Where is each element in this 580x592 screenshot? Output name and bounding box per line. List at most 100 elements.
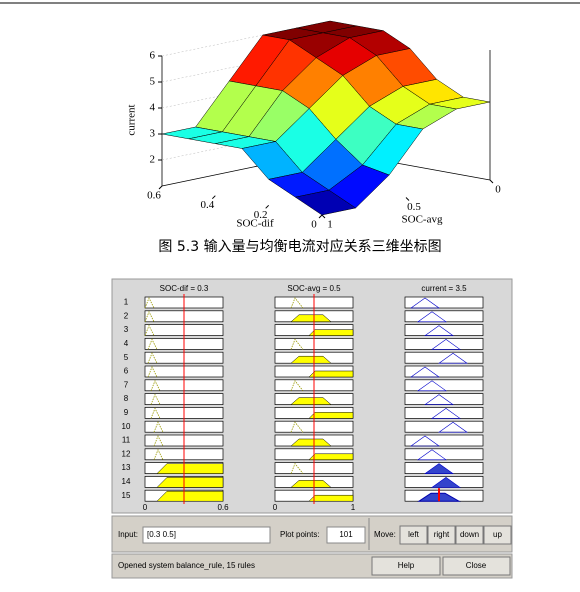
move-button-label: down — [460, 530, 479, 539]
membership-fill — [290, 480, 332, 488]
rule-number: 1 — [124, 298, 129, 307]
membership-shape — [431, 339, 461, 350]
rule-number: 2 — [124, 311, 129, 320]
membership-shape — [431, 477, 461, 488]
x-tick-label: 0.6 — [147, 190, 161, 202]
membership-shape — [424, 394, 454, 405]
rule-number: 7 — [124, 380, 129, 389]
help-label: Help — [398, 561, 415, 570]
membership-fill — [308, 494, 354, 502]
rule-number: 9 — [124, 408, 129, 417]
membership-shape — [417, 380, 447, 392]
move-button[interactable] — [455, 525, 484, 545]
input-field[interactable] — [142, 526, 271, 544]
surface-patch — [294, 189, 357, 216]
x-tick-label: 0 — [311, 219, 317, 231]
x-tick — [318, 214, 323, 219]
rule-cell — [404, 434, 484, 447]
x-tick-label: 0.2 — [254, 209, 268, 221]
y-tick — [489, 179, 494, 184]
membership-shape — [290, 297, 304, 309]
rule-cell — [404, 407, 484, 419]
rule-cell — [404, 351, 484, 364]
column-title: current = 3.5 — [421, 284, 467, 293]
x-tick — [265, 204, 270, 209]
rule-number: 15 — [122, 491, 131, 500]
membership-shape — [150, 379, 161, 391]
rule-cell — [404, 365, 484, 378]
help-button[interactable] — [371, 556, 441, 576]
move-button[interactable] — [399, 525, 428, 545]
input-value: [0.3 0.5] — [147, 530, 176, 539]
surface-plot: 2 3 4 5 6 0.6 0.4 0.2 0 0 0.5 1 — [147, 20, 501, 231]
move-button-label: right — [434, 530, 450, 539]
rule-number: 10 — [122, 422, 131, 431]
move-buttons: left right down up — [399, 525, 512, 545]
membership-shape — [147, 366, 158, 378]
z-axis-label: current — [126, 104, 138, 135]
rule-number: 4 — [124, 339, 129, 348]
membership-shape — [290, 380, 304, 392]
status-text: Opened system balance_rule, 15 rules — [118, 561, 255, 570]
membership-fill — [308, 370, 354, 378]
membership-shape — [410, 297, 440, 309]
rule-grid: SOC-dif = 0.3 SOC-avg = 0.5 current = 3.5 1… — [122, 284, 484, 512]
move-button[interactable] — [427, 525, 456, 545]
close-label: Close — [466, 561, 487, 570]
figure-caption: 图 5.3 输入量与均衡电流对应关系三维坐标图 — [158, 238, 441, 255]
rule-number: 6 — [124, 367, 129, 376]
y-tick-label: 0.5 — [407, 201, 421, 213]
membership-shape — [153, 448, 164, 460]
membership-fill — [156, 490, 224, 502]
rule-number: 3 — [124, 325, 129, 334]
move-button[interactable] — [483, 525, 512, 545]
membership-fill — [308, 412, 354, 419]
x-tick — [211, 195, 216, 200]
rule-cell — [404, 338, 484, 350]
membership-fill — [290, 355, 332, 364]
y-tick-label: 0 — [495, 184, 501, 196]
z-tick-label: 3 — [150, 128, 156, 140]
rule-number: 5 — [124, 353, 129, 362]
membership-shape — [424, 463, 454, 474]
membership-shape — [147, 352, 158, 364]
z-tick-label: 2 — [150, 154, 156, 166]
axis-label: 0 — [273, 503, 278, 512]
membership-fill — [308, 329, 354, 336]
rule-number: 8 — [124, 394, 129, 403]
y-tick — [405, 197, 410, 201]
axis-label: 0.6 — [217, 503, 229, 512]
membership-shape — [431, 408, 461, 419]
plot-points-label: Plot points: — [280, 530, 320, 539]
y-tick-label: 1 — [327, 219, 333, 231]
x-tick-label: 0.4 — [200, 199, 214, 211]
move-button-label: up — [493, 530, 502, 539]
membership-shape — [417, 311, 447, 323]
membership-shape — [438, 421, 468, 433]
rule-number: 14 — [122, 477, 131, 486]
plot-points-field[interactable] — [326, 526, 366, 544]
membership-shape — [438, 352, 468, 364]
membership-fill — [290, 397, 332, 405]
rule-number: 12 — [122, 449, 131, 458]
z-tick-label: 4 — [150, 102, 156, 114]
membership-shape — [424, 325, 454, 336]
rule-cell — [404, 296, 484, 309]
membership-shape — [153, 435, 164, 447]
close-button[interactable] — [442, 556, 511, 576]
column-title: SOC-dif = 0.3 — [160, 284, 209, 293]
membership-shape — [410, 366, 440, 378]
membership-shape — [290, 338, 304, 350]
membership-fill — [156, 463, 224, 474]
move-button-label: left — [408, 530, 419, 539]
membership-fill — [308, 453, 354, 461]
membership-shape — [150, 407, 161, 419]
membership-shape — [150, 393, 161, 405]
x-tick — [158, 185, 163, 190]
membership-fill — [290, 314, 332, 323]
z-tick-label: 6 — [150, 50, 156, 62]
membership-shape — [144, 310, 155, 322]
z-grid-line — [161, 20, 331, 57]
plot-points-value: 101 — [339, 530, 353, 539]
